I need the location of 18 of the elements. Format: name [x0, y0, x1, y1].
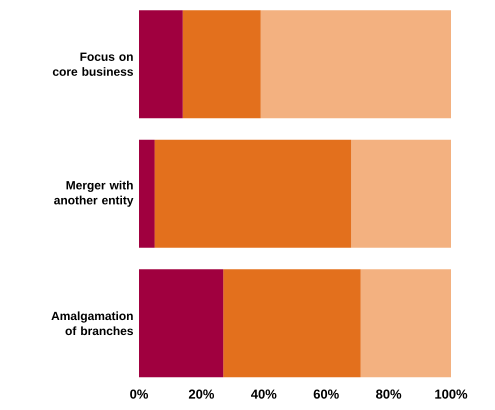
y-tick-label: Merger with another entity	[54, 180, 134, 207]
bar	[154, 140, 352, 248]
bar	[139, 269, 224, 378]
x-tick-label: 40%	[251, 390, 276, 399]
x-tick-label: 100%	[435, 390, 468, 399]
y-tick-label: Amalgamation of branches	[51, 311, 133, 336]
bar	[139, 140, 155, 248]
x-tick-label: 80%	[376, 390, 402, 399]
bar	[351, 140, 452, 248]
x-tick-label: 20%	[188, 390, 214, 399]
y-tick-label: Focus on core business	[52, 52, 133, 76]
bar	[223, 269, 361, 378]
bar	[139, 10, 183, 118]
bar	[182, 10, 261, 118]
bar	[360, 269, 452, 378]
bar	[260, 10, 452, 118]
x-tick-label: 0%	[130, 390, 148, 399]
x-tick-label: 60%	[314, 390, 339, 399]
